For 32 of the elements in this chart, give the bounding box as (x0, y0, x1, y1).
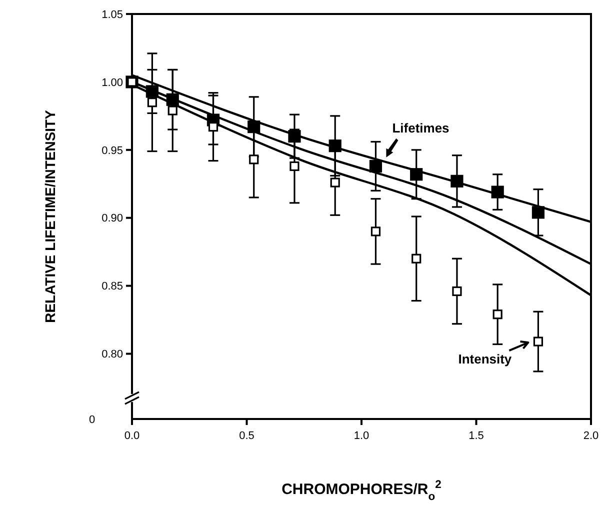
y-axis-title: RELATIVE LIFETIME/INTENSITY (42, 109, 58, 323)
y-tick-label: 0.95 (102, 144, 123, 157)
x-tick-label: 1.0 (354, 430, 370, 442)
legend-label: Intensity (458, 352, 512, 367)
point (450, 174, 464, 188)
point (147, 98, 157, 108)
point (369, 160, 382, 173)
point (290, 161, 300, 172)
point (533, 336, 544, 346)
y-tick-label: 0.90 (102, 212, 123, 225)
point (492, 310, 502, 320)
y-tick-label: 0.85 (102, 280, 123, 293)
y-tick-label: 0.80 (102, 348, 123, 361)
x-tick-label: 0.0 (124, 430, 140, 442)
x-tick-label: 0.5 (239, 430, 254, 442)
point (491, 186, 504, 198)
point (328, 140, 342, 152)
point (249, 154, 259, 164)
point (532, 206, 545, 219)
point (208, 122, 218, 132)
point (370, 226, 381, 236)
point (412, 254, 422, 264)
point (168, 106, 178, 116)
x-tick-label: 2.0 (583, 430, 599, 442)
text: Lifetimes (392, 120, 450, 136)
point (410, 168, 423, 181)
y-tick-label: 1.00 (102, 76, 123, 89)
y-tick-label: 1.05 (102, 8, 123, 21)
point (330, 178, 340, 188)
x-tick-label: 1.5 (468, 430, 484, 442)
point (452, 286, 462, 296)
text: 0 (88, 414, 96, 426)
